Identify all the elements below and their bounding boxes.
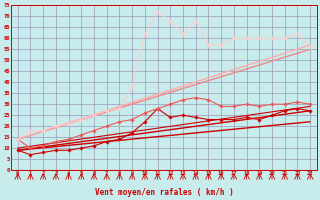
X-axis label: Vent moyen/en rafales ( km/h ): Vent moyen/en rafales ( km/h )	[95, 188, 233, 197]
